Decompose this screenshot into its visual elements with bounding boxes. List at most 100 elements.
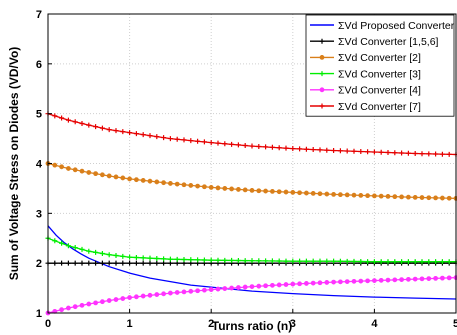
series-1 bbox=[47, 225, 457, 300]
series-4-marker bbox=[201, 257, 207, 263]
series-3-marker bbox=[249, 188, 255, 193]
series-3-marker bbox=[371, 193, 377, 199]
series-2-marker bbox=[120, 260, 126, 266]
series-5 bbox=[45, 275, 457, 316]
series-5-marker bbox=[215, 286, 221, 292]
y-tick-label: 7 bbox=[36, 9, 42, 21]
x-tick-label: 2 bbox=[208, 318, 214, 330]
series-3-marker bbox=[59, 164, 64, 170]
series-6-marker bbox=[120, 129, 126, 135]
series-4-marker bbox=[65, 243, 71, 249]
series-2-marker bbox=[106, 260, 112, 266]
series-6-marker bbox=[419, 151, 425, 157]
series-5-marker bbox=[72, 304, 78, 310]
series-3-marker bbox=[174, 181, 180, 187]
legend: ΣVd Proposed Converter ΣVd Converter [1,5… bbox=[305, 14, 455, 117]
series-4-marker bbox=[127, 254, 133, 260]
series-3-line bbox=[47, 162, 457, 200]
series-4-marker bbox=[147, 255, 153, 261]
series-3-marker bbox=[127, 176, 133, 182]
series-6-marker bbox=[229, 141, 235, 147]
series-3-marker bbox=[331, 191, 336, 197]
legend-entry-3-label: ΣVd Converter [2] bbox=[338, 52, 421, 64]
series-2-marker bbox=[99, 260, 105, 266]
series-5-marker bbox=[208, 287, 214, 292]
series-4-marker bbox=[412, 259, 418, 265]
series-2-marker bbox=[140, 260, 146, 266]
series-4-marker bbox=[188, 257, 194, 263]
y-tick-label: 3 bbox=[36, 208, 42, 220]
series-4-marker bbox=[344, 258, 350, 264]
series-4-marker bbox=[385, 259, 391, 265]
y-tick-label: 5 bbox=[36, 109, 42, 121]
series-2-marker bbox=[133, 260, 139, 266]
series-4-marker bbox=[93, 249, 99, 255]
series-5-marker bbox=[140, 293, 146, 299]
y-tick-label: 2 bbox=[36, 258, 42, 270]
series-4-marker bbox=[317, 258, 323, 264]
x-tick-label: 3 bbox=[290, 318, 296, 330]
y-tick-label: 1 bbox=[36, 308, 42, 320]
series-6-marker bbox=[276, 145, 282, 151]
series-5-marker bbox=[154, 292, 160, 297]
series-5-marker bbox=[167, 290, 173, 296]
series-3 bbox=[45, 161, 457, 201]
series-5-marker bbox=[419, 276, 425, 282]
series-5-marker bbox=[344, 279, 350, 285]
series-4-marker bbox=[99, 251, 105, 257]
series-6-marker bbox=[167, 136, 173, 142]
series-3-marker bbox=[229, 186, 234, 192]
series-2-marker bbox=[93, 260, 99, 266]
series-4-marker bbox=[351, 258, 357, 264]
series-6-marker bbox=[256, 143, 262, 149]
series-3-marker bbox=[222, 186, 228, 191]
series-3-marker bbox=[201, 184, 207, 190]
series-6-marker bbox=[86, 122, 92, 128]
series-6-marker bbox=[242, 142, 248, 148]
series-2-marker bbox=[72, 260, 78, 266]
series-4-marker bbox=[358, 259, 364, 265]
series-3-marker bbox=[446, 195, 452, 201]
series-6-marker bbox=[127, 130, 133, 136]
series-4-marker bbox=[52, 238, 58, 244]
series-5-marker bbox=[337, 279, 343, 285]
series-4 bbox=[45, 235, 457, 265]
series-5-marker bbox=[229, 285, 234, 291]
series-5-marker bbox=[242, 284, 248, 290]
series-4-marker bbox=[337, 258, 343, 264]
series-6-marker bbox=[337, 148, 343, 154]
legend-entry-6-marker bbox=[319, 103, 325, 109]
series-6-marker bbox=[249, 143, 255, 149]
series-5-marker bbox=[392, 277, 398, 283]
series-5-marker bbox=[256, 283, 262, 289]
series-5-marker bbox=[426, 276, 432, 282]
series-5-marker bbox=[201, 287, 207, 293]
series-6-marker bbox=[161, 135, 167, 141]
series-6-marker bbox=[405, 150, 411, 156]
series-6-marker bbox=[181, 137, 187, 143]
y-tick-label: 6 bbox=[36, 59, 42, 71]
series-6-marker bbox=[113, 128, 119, 134]
series-5-marker bbox=[324, 280, 330, 285]
x-tick-label: 5 bbox=[453, 318, 457, 330]
series-6-marker bbox=[99, 125, 105, 131]
series-5-marker bbox=[269, 282, 275, 288]
series-6-marker bbox=[263, 144, 269, 150]
series-4-marker bbox=[133, 255, 139, 261]
series-5-marker bbox=[446, 275, 452, 281]
series-5-marker bbox=[276, 282, 282, 288]
series-5-marker bbox=[106, 298, 112, 303]
series-4-marker bbox=[59, 240, 65, 246]
series-4-marker bbox=[426, 259, 432, 265]
series-6-marker bbox=[446, 151, 452, 157]
legend-entry-1-label: ΣVd Proposed Converter bbox=[338, 20, 455, 32]
series-3-marker bbox=[113, 174, 119, 180]
series-3-marker bbox=[385, 193, 391, 199]
series-3-marker bbox=[310, 190, 316, 196]
series-4-marker bbox=[446, 259, 452, 265]
series-6-marker bbox=[140, 132, 146, 138]
series-3-marker bbox=[188, 183, 194, 188]
legend-entry-4-marker bbox=[319, 71, 325, 77]
series-6-marker bbox=[65, 117, 71, 123]
